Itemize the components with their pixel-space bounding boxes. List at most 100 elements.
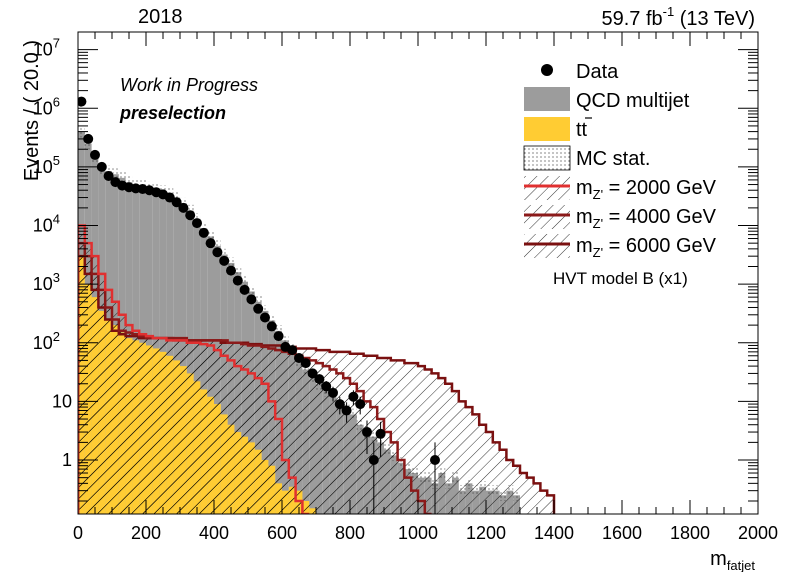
legend-swatch-sig3 <box>524 234 570 258</box>
legend-marker-data <box>541 64 553 76</box>
data-point <box>185 210 196 221</box>
x-tick-label: 1400 <box>534 523 574 543</box>
mcstat-band <box>268 314 276 327</box>
legend-label-sig3: mZ' = 6000 GeV <box>576 235 717 260</box>
selection-label: preselection <box>119 103 226 123</box>
legend-entry-mcstat: MC stat. <box>523 145 650 171</box>
data-point <box>307 368 318 379</box>
status-label: Work in Progress <box>120 75 258 95</box>
y-tick-label: 102 <box>33 329 60 353</box>
mcstat-band <box>118 172 126 184</box>
x-tick-label: 800 <box>335 523 365 543</box>
x-tick-label: 1200 <box>466 523 506 543</box>
mcstat-band <box>248 285 255 298</box>
mcstat-band <box>125 176 133 188</box>
legend-entry-ttbar: tt <box>524 117 592 141</box>
signal-m4000-line <box>78 241 432 514</box>
x-axis-label-sub: fatjet <box>727 558 756 572</box>
data-point <box>260 312 270 323</box>
x-tick-label: 1600 <box>602 523 642 543</box>
legend-entry-sig2: mZ' = 4000 GeV <box>524 205 717 231</box>
legend-swatch-ttbar <box>524 117 570 141</box>
data-point <box>375 428 386 439</box>
mcstat-band <box>227 257 235 269</box>
data-point <box>239 284 250 295</box>
signal-m2000-hatch <box>78 225 310 514</box>
legend-entry-sig3: mZ' = 6000 GeV <box>524 234 717 260</box>
mcstat-band <box>214 240 221 252</box>
mcstat-band <box>112 168 119 180</box>
data-point <box>219 255 230 266</box>
legend-label-qcd: QCD multijet <box>576 90 690 112</box>
data-point <box>232 275 243 286</box>
legend-swatch-sig1 <box>524 176 570 200</box>
x-tick-label: 1800 <box>670 523 710 543</box>
data-point <box>253 303 264 314</box>
data-point <box>90 149 100 160</box>
data-point <box>83 133 94 144</box>
mcstat-band <box>241 276 248 288</box>
y-tick-label: 1 <box>62 450 72 470</box>
legend-label-ttbar: tt <box>576 119 588 141</box>
legend-swatch-mcstat <box>523 145 571 171</box>
signal-m2000-line <box>78 224 310 514</box>
legend-label-mcstat: MC stat. <box>576 148 650 170</box>
data-point <box>273 331 284 342</box>
data-point <box>192 218 202 229</box>
mcstat-band <box>254 296 262 308</box>
legend-entry-data: Data <box>541 61 619 83</box>
data-point <box>287 345 298 356</box>
mcstat-band <box>282 334 289 347</box>
plot-area <box>78 96 556 514</box>
legend-label-sig2: mZ' = 4000 GeV <box>576 206 717 231</box>
data-point <box>226 265 236 276</box>
data-point <box>103 170 114 181</box>
legend-label-data: Data <box>576 61 619 83</box>
x-tick-label: 400 <box>199 523 229 543</box>
x-tick-label: 2000 <box>738 523 778 543</box>
x-tick-label: 600 <box>267 523 297 543</box>
data-point <box>341 405 352 416</box>
y-tick-label: 10 <box>52 391 72 411</box>
data-point <box>294 352 304 363</box>
y-axis-label: Events / ( 20.0 ) <box>21 40 43 181</box>
legend-label-sig1: mZ' = 2000 GeV <box>576 177 717 202</box>
x-axis-label: mfatjet <box>710 548 755 572</box>
data-point <box>178 202 189 213</box>
x-tick-label: 0 <box>73 523 83 543</box>
y-tick-label: 107 <box>33 36 60 60</box>
axes: 0 200 400 600 800 1000 1200 1400 1600 1800 2000 1 10… <box>33 31 778 543</box>
data-point <box>266 321 277 332</box>
mcstat-band <box>234 266 242 278</box>
data-point <box>205 238 216 249</box>
data-point <box>212 247 223 258</box>
data-point <box>198 227 209 238</box>
x-tick-label: 200 <box>131 523 161 543</box>
lumi-exponent: -1 <box>663 4 675 19</box>
x-tick-label: 1000 <box>398 523 438 543</box>
y-tick-label: 105 <box>33 153 60 177</box>
mcstat-band <box>275 325 282 337</box>
data-point <box>321 381 332 392</box>
legend-swatch-sig2 <box>524 205 570 229</box>
data-point <box>314 374 325 385</box>
data-point <box>430 455 440 466</box>
data-point <box>368 455 379 466</box>
mcstat-band <box>261 305 269 317</box>
data-point <box>78 96 87 107</box>
y-tick-label: 103 <box>33 270 60 294</box>
mcstat-band <box>207 230 214 243</box>
y-tick-label: 104 <box>33 212 60 236</box>
mcstat-band <box>220 248 228 261</box>
data-point <box>246 294 257 305</box>
legend-entry-qcd: QCD multijet <box>524 87 690 112</box>
legend-swatch-qcd <box>524 87 570 111</box>
data-point <box>328 387 338 398</box>
data-point <box>355 399 366 410</box>
data-point <box>334 399 345 410</box>
data-point <box>300 358 311 369</box>
y-tick-label: 106 <box>33 94 60 118</box>
legend: Data QCD multijet tt MC stat. mZ' = 2000… <box>523 61 717 288</box>
year-label: 2018 <box>138 6 183 28</box>
